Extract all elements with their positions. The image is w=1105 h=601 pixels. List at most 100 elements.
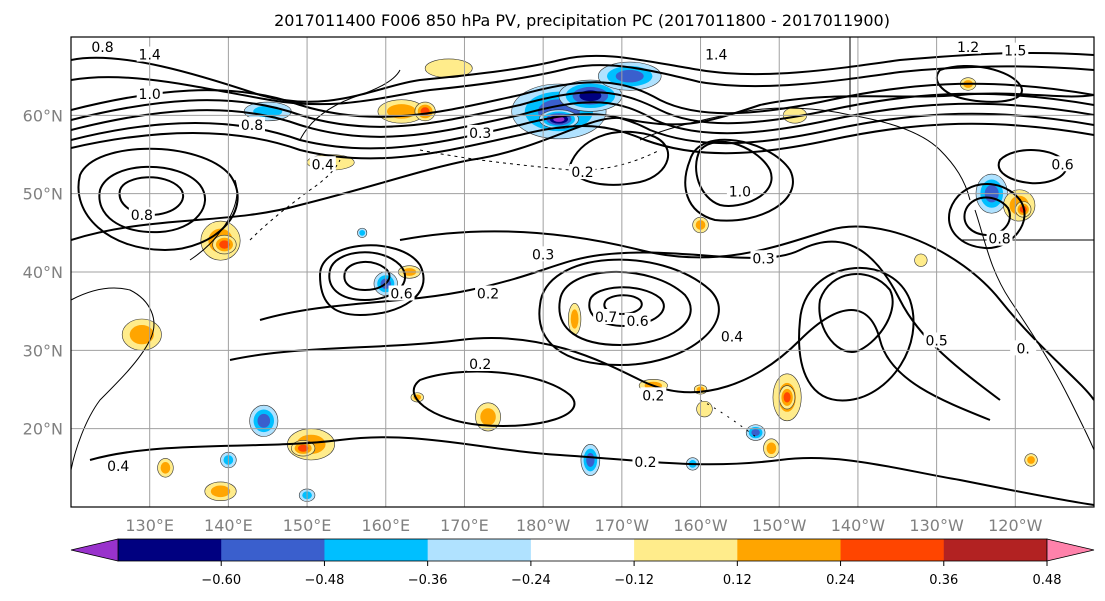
contour-label-bg bbox=[309, 156, 336, 172]
map-frame bbox=[70, 36, 1095, 508]
colorbar-tick-label: −0.48 bbox=[305, 573, 345, 588]
figure-title: 2017011400 F006 850 hPa PV, precipitatio… bbox=[274, 11, 890, 30]
contour-label: 0.2 bbox=[634, 455, 656, 471]
lat-tick-label: 50°N bbox=[23, 185, 63, 204]
coastline-aleutians bbox=[419, 149, 661, 171]
pv-contour bbox=[695, 140, 773, 207]
coastline-na-west bbox=[974, 209, 1094, 451]
coastline-hawaii bbox=[699, 399, 761, 441]
coastline-kurils bbox=[249, 159, 341, 241]
lon-tick-label: 150°W bbox=[752, 516, 807, 535]
colorbar-extend-min bbox=[70, 538, 119, 562]
lon-tick-label: 150°E bbox=[283, 516, 332, 535]
colorbar-segment bbox=[634, 539, 738, 561]
colorbar-tick-label: 0.12 bbox=[723, 573, 752, 588]
precip-anomaly-patch bbox=[570, 309, 579, 329]
lat-tick-label: 40°N bbox=[23, 263, 63, 282]
precip-anomaly-patch bbox=[219, 240, 230, 249]
colorbar-tick-label: −0.36 bbox=[408, 573, 448, 588]
contour-label: 0.6 bbox=[390, 287, 412, 303]
precip-anomaly-patch bbox=[257, 413, 271, 428]
contour-label: 0.2 bbox=[642, 388, 664, 404]
lon-tick-label: 130°E bbox=[125, 516, 174, 535]
lon-tick-label: 170°W bbox=[595, 516, 650, 535]
colorbar-segment bbox=[118, 539, 222, 561]
map-panel: 0.8 1.4 1.0 0.8 0.4 0.8 0.3 0.2 1.4 1.0 0.3 0.3 0.2 0… bbox=[70, 36, 1095, 508]
precip-anomaly-patch bbox=[210, 485, 231, 498]
contour-label: 0.6 bbox=[626, 314, 648, 330]
lon-tick-label: 140°E bbox=[204, 516, 253, 535]
pv-contour bbox=[412, 370, 576, 427]
pv-contour bbox=[98, 165, 206, 234]
precip-anomaly-patch bbox=[615, 69, 644, 83]
contour-label: 0.5 bbox=[925, 334, 947, 350]
contour-label: 1.0 bbox=[139, 87, 161, 103]
latitude-ticks: 60°N 50°N 40°N 30°N 20°N bbox=[23, 106, 63, 438]
contour-label: 0.8 bbox=[91, 40, 113, 56]
contour-label-bg bbox=[105, 457, 132, 473]
colorbar-tick-label: 0.24 bbox=[826, 573, 855, 588]
colorbar-segment bbox=[737, 539, 842, 561]
contour-label-bg bbox=[388, 285, 415, 301]
colorbar-segment bbox=[221, 539, 325, 561]
colorbar-segment bbox=[840, 539, 945, 561]
contour-label: 1.4 bbox=[705, 48, 727, 64]
coastline-alaska bbox=[639, 107, 971, 201]
contour-label-bg bbox=[719, 328, 746, 344]
contour-label-bg bbox=[750, 250, 777, 266]
contour-label: 0.8 bbox=[988, 232, 1010, 248]
contour-label-bg bbox=[467, 356, 494, 371]
contour-label-bg bbox=[955, 38, 982, 54]
lon-tick-label: 160°E bbox=[361, 516, 410, 535]
contour-label: 0.3 bbox=[752, 251, 774, 267]
contour-labels: 0.8 1.4 1.0 0.8 0.4 0.8 0.3 0.2 1.4 1.0 0.3 0.3 0.2 0… bbox=[89, 38, 1076, 475]
lon-tick-label: 120°W bbox=[988, 516, 1043, 535]
precipitation-shading bbox=[121, 58, 1038, 502]
contour-label: 1.2 bbox=[957, 40, 979, 56]
contour-label-bg bbox=[136, 46, 163, 62]
contour-label: 0.8 bbox=[131, 208, 153, 224]
pv-contour bbox=[538, 258, 720, 367]
precip-anomaly-patch bbox=[766, 442, 777, 455]
pv-contour bbox=[318, 244, 425, 317]
pv-contour bbox=[71, 51, 1094, 103]
coastline-japan bbox=[189, 179, 238, 261]
colorbar-ticks: −0.60 −0.48 −0.36 −0.24 −0.12 0.12 0.24 0.36 0.4… bbox=[201, 561, 1061, 588]
contour-label-bg bbox=[703, 46, 730, 62]
lat-tick-label: 60°N bbox=[23, 106, 63, 125]
pv-contour bbox=[997, 149, 1068, 185]
contour-label-bg bbox=[136, 85, 163, 101]
precip-anomaly-patch bbox=[129, 325, 154, 345]
contour-label: 0.2 bbox=[469, 357, 491, 373]
contour-label-bg bbox=[475, 285, 502, 301]
precip-anomaly-patch bbox=[297, 444, 309, 452]
gridlines bbox=[71, 37, 1094, 507]
contour-label: 0.3 bbox=[532, 247, 554, 263]
contour-label-bg bbox=[726, 183, 753, 199]
precip-anomaly-patch bbox=[480, 408, 496, 426]
contour-label-bg bbox=[593, 309, 620, 324]
contour-label: 1.5 bbox=[1004, 44, 1026, 60]
lon-tick-label: 180°W bbox=[516, 516, 571, 535]
contour-label: 0.4 bbox=[721, 330, 743, 346]
lat-tick-label: 20°N bbox=[23, 420, 63, 439]
colorbar-tick-label: 0.36 bbox=[929, 573, 958, 588]
pv-contour bbox=[399, 225, 1094, 401]
colorbar-extend-max bbox=[1046, 538, 1095, 562]
colorbar-segments bbox=[117, 538, 1048, 562]
precip-anomaly-patch bbox=[586, 453, 595, 467]
pv-contour bbox=[568, 130, 670, 186]
contour-label-bg bbox=[923, 332, 950, 348]
pv-contour bbox=[818, 273, 894, 353]
colorbar-tick-label: −0.12 bbox=[614, 573, 654, 588]
contour-label-bg bbox=[1002, 42, 1029, 58]
contour-label: 0.6 bbox=[1051, 157, 1073, 173]
contour-label: 1.0 bbox=[729, 185, 751, 201]
contour-label-bg bbox=[986, 230, 1013, 246]
colorbar-segment bbox=[324, 539, 429, 561]
colorbar-segment bbox=[943, 539, 1048, 561]
colorbar-tick-label: −0.60 bbox=[201, 573, 241, 588]
pv-contour bbox=[328, 251, 407, 302]
pv-contour bbox=[948, 183, 1026, 250]
